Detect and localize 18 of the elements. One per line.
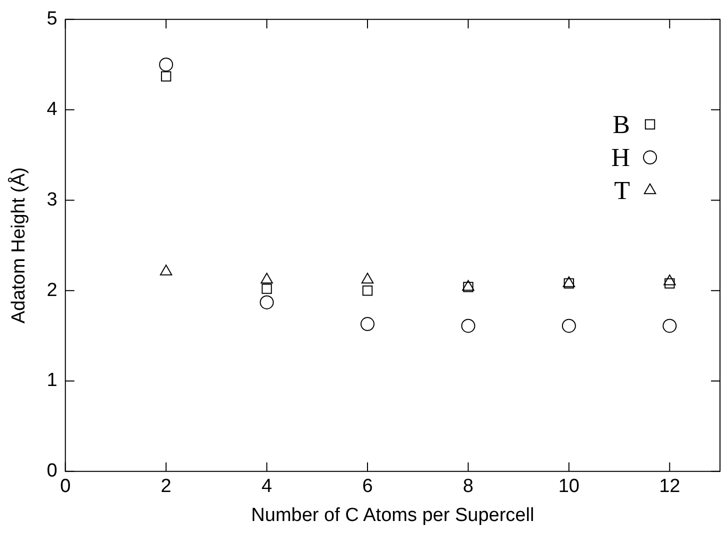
- y-tick-label: 2: [46, 280, 58, 301]
- x-tick-label: 10: [558, 476, 580, 498]
- legend-label: H: [611, 143, 630, 172]
- y-tick-label: 0: [46, 460, 58, 482]
- x-tick-label: 12: [659, 476, 680, 498]
- y-axis-title: Adatom Height (Å): [8, 167, 30, 324]
- legend-label: B: [612, 110, 630, 140]
- x-tick-label: 8: [462, 476, 474, 498]
- x-tick-label: 4: [262, 476, 273, 498]
- y-tick-label: 3: [46, 189, 58, 210]
- legend-label: T: [614, 176, 630, 206]
- x-tick-label: 2: [160, 476, 172, 498]
- x-tick-label: 0: [60, 476, 71, 498]
- x-tick-label: 6: [362, 476, 373, 498]
- x-axis-title: Number of C Atoms per Supercell: [251, 504, 534, 526]
- y-tick-label: 5: [46, 8, 58, 30]
- y-tick-label: 1: [46, 370, 58, 392]
- y-tick-label: 4: [46, 99, 58, 120]
